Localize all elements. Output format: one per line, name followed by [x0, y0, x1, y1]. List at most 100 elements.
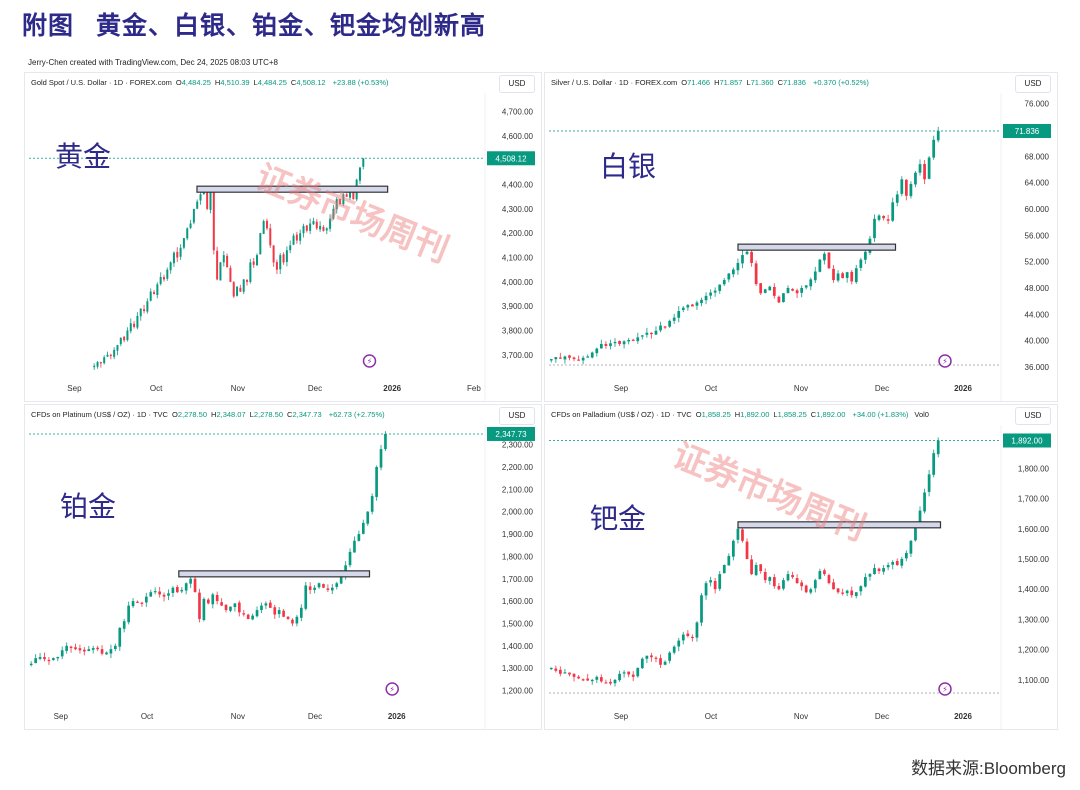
candle-body	[882, 568, 885, 572]
y-tick-label: 1,700.00	[502, 575, 534, 584]
symbol-title: Silver / U.S. Dollar · 1D · FOREX.com	[551, 78, 678, 87]
chart-header: CFDs on Palladium (US$ / OZ) · 1D · TVC O…	[551, 410, 929, 419]
candle-body	[718, 574, 722, 589]
ohlc-key-close: C	[777, 78, 783, 87]
candle-body	[745, 541, 749, 559]
candle-body	[335, 199, 338, 210]
candle-body	[65, 645, 68, 651]
candle-body	[78, 648, 82, 651]
symbol-title: CFDs on Platinum (US$ / OZ) · 1D · TVC	[31, 410, 168, 419]
candle-body	[877, 568, 881, 572]
candle-body	[832, 582, 835, 590]
candle-body	[604, 682, 608, 684]
candle-body	[252, 261, 255, 265]
candle-body	[577, 359, 580, 361]
candle-body	[96, 362, 99, 367]
candle-body	[255, 610, 259, 617]
candle-body	[877, 215, 881, 220]
candle-body	[627, 671, 631, 675]
candle-body	[246, 614, 250, 619]
y-tick-label: 1,500.00	[1018, 555, 1050, 564]
candle-body	[299, 233, 302, 241]
candle-body	[777, 296, 781, 303]
resistance-zone	[178, 570, 371, 578]
candle-body	[549, 359, 553, 361]
candle-body	[189, 578, 192, 584]
candle-body	[681, 307, 685, 310]
candle-body	[895, 194, 899, 203]
candle-body	[554, 668, 558, 671]
y-tick-label: 3,900.00	[502, 302, 534, 311]
currency-button[interactable]: USD	[499, 75, 535, 93]
candle-body	[800, 287, 804, 293]
event-flash-icon	[938, 354, 952, 368]
y-tick-label: 1,900.00	[502, 530, 534, 539]
y-tick-label: 1,800.00	[1018, 464, 1050, 473]
candle-body	[864, 251, 867, 260]
candle-body	[167, 593, 170, 596]
metal-label: 钯金	[590, 502, 647, 535]
volume-value: Vol0	[914, 410, 929, 419]
y-tick-label: 1,800.00	[502, 552, 534, 561]
candle-body	[586, 356, 590, 358]
candle-body	[322, 584, 325, 588]
candle-body	[622, 341, 626, 345]
candle-body	[162, 594, 166, 597]
candle-body	[212, 191, 215, 251]
candle-body	[133, 323, 136, 327]
candle-body	[259, 233, 262, 255]
x-tick-label: Oct	[705, 712, 718, 721]
candle-body	[677, 640, 681, 647]
y-tick-label: 64.000	[1025, 179, 1050, 188]
last-price-tag	[487, 426, 535, 441]
candle-body	[370, 496, 374, 512]
candle-body	[153, 292, 156, 295]
candle-body	[549, 667, 553, 670]
candle-body	[105, 652, 108, 655]
candle-body	[353, 540, 356, 553]
candle-body	[140, 602, 144, 604]
candle-body	[34, 658, 37, 664]
currency-button[interactable]: USD	[1015, 75, 1051, 93]
ohlc-high-value: 4,510.39	[220, 78, 250, 87]
candle-body	[640, 335, 644, 337]
ohlc-close-value: 4,508.12	[296, 78, 326, 87]
candle-body	[93, 365, 96, 368]
candle-body	[791, 288, 794, 291]
candle-body	[613, 341, 617, 344]
currency-button[interactable]: USD	[499, 407, 535, 425]
candle-body	[613, 679, 617, 684]
candle-body	[850, 590, 854, 596]
candle-body	[220, 602, 223, 606]
candle-body	[763, 289, 767, 293]
chart-header: Silver / U.S. Dollar · 1D · FOREX.com O71…	[551, 78, 869, 87]
candle-body	[309, 223, 312, 231]
candle-body	[754, 565, 758, 576]
candle-body	[795, 290, 799, 294]
candle-body	[317, 583, 321, 588]
ohlc-key-high: H	[714, 78, 720, 87]
y-tick-label: 1,300.00	[1018, 615, 1050, 624]
candle-body	[304, 585, 308, 609]
x-tick-label: Nov	[231, 712, 245, 721]
candle-body	[279, 255, 282, 270]
candle-body	[709, 580, 712, 583]
ohlc-open-value: 4,484.25	[181, 78, 211, 87]
currency-button[interactable]: USD	[1015, 407, 1051, 425]
candle-body	[272, 245, 275, 263]
candle-body	[918, 164, 922, 173]
candle-body	[236, 286, 239, 296]
candle-body	[772, 577, 776, 587]
candle-body	[358, 167, 361, 181]
candle-body	[315, 221, 318, 229]
chart-panel-palladium: CFDs on Palladium (US$ / OZ) · 1D · TVC O…	[544, 404, 1058, 730]
candle-body	[109, 649, 113, 654]
candle-body	[777, 586, 781, 590]
candle-body	[119, 337, 122, 345]
candle-body	[286, 616, 290, 619]
candle-body	[114, 645, 117, 650]
candle-body	[116, 345, 119, 351]
y-tick-label: 1,600.00	[502, 597, 534, 606]
last-price-tag	[487, 151, 535, 166]
tradingview-credit: Jerry-Chen created with TradingView.com,…	[28, 58, 278, 67]
